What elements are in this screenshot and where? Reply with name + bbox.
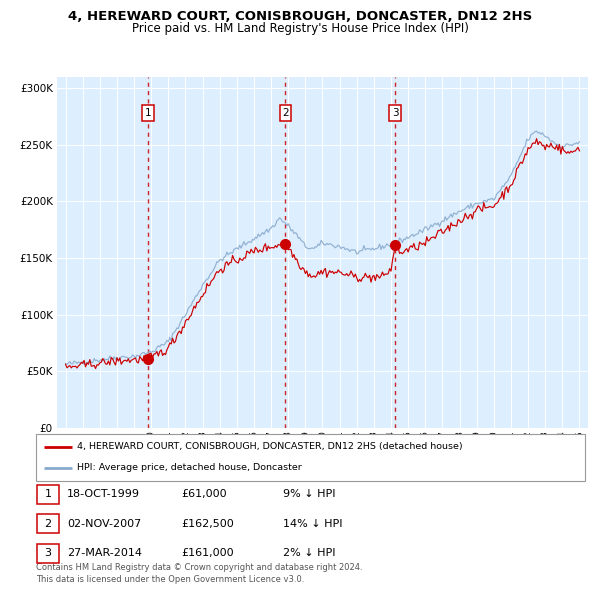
Text: 02-NOV-2007: 02-NOV-2007 <box>67 519 142 529</box>
Text: 2: 2 <box>44 519 52 529</box>
Text: £162,500: £162,500 <box>181 519 234 529</box>
Text: 4, HEREWARD COURT, CONISBROUGH, DONCASTER, DN12 2HS (detached house): 4, HEREWARD COURT, CONISBROUGH, DONCASTE… <box>77 442 463 451</box>
Text: 2: 2 <box>282 108 289 118</box>
Text: Price paid vs. HM Land Registry's House Price Index (HPI): Price paid vs. HM Land Registry's House … <box>131 22 469 35</box>
Text: 1: 1 <box>145 108 151 118</box>
Text: 18-OCT-1999: 18-OCT-1999 <box>67 490 140 499</box>
Text: 14% ↓ HPI: 14% ↓ HPI <box>283 519 343 529</box>
Text: Contains HM Land Registry data © Crown copyright and database right 2024.: Contains HM Land Registry data © Crown c… <box>36 563 362 572</box>
Text: 3: 3 <box>44 549 52 558</box>
Text: 1: 1 <box>44 490 52 499</box>
Text: This data is licensed under the Open Government Licence v3.0.: This data is licensed under the Open Gov… <box>36 575 304 584</box>
Text: £161,000: £161,000 <box>181 549 234 558</box>
Text: 3: 3 <box>392 108 398 118</box>
Text: 2% ↓ HPI: 2% ↓ HPI <box>283 549 336 558</box>
Text: 4, HEREWARD COURT, CONISBROUGH, DONCASTER, DN12 2HS: 4, HEREWARD COURT, CONISBROUGH, DONCASTE… <box>68 10 532 23</box>
Text: £61,000: £61,000 <box>181 490 227 499</box>
Text: 27-MAR-2014: 27-MAR-2014 <box>67 549 142 558</box>
FancyBboxPatch shape <box>36 434 585 481</box>
Text: HPI: Average price, detached house, Doncaster: HPI: Average price, detached house, Donc… <box>77 463 302 472</box>
Text: 9% ↓ HPI: 9% ↓ HPI <box>283 490 336 499</box>
